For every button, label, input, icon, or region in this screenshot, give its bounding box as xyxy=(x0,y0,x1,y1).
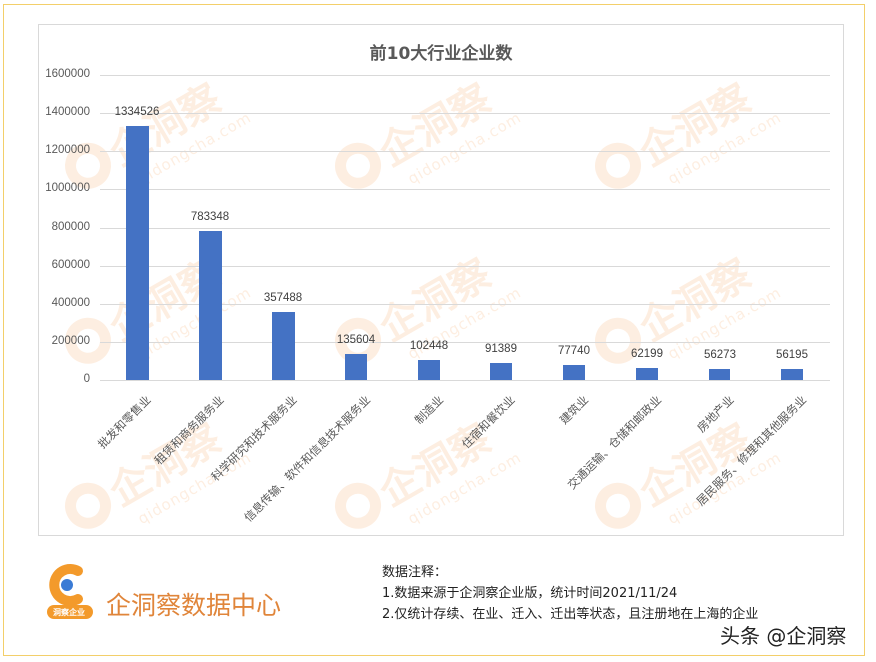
data-label: 357488 xyxy=(263,292,303,304)
data-label: 1334526 xyxy=(114,106,160,118)
y-tick-label: 1000000 xyxy=(45,182,90,194)
x-axis-line xyxy=(100,380,830,381)
note-line: 1.数据来源于企洞察企业版，统计时间2021/11/24 xyxy=(382,586,678,601)
data-label: 135604 xyxy=(336,334,376,346)
bar[interactable] xyxy=(272,312,295,380)
gridline xyxy=(100,342,830,343)
bar[interactable] xyxy=(709,369,730,380)
y-tick-label: 800000 xyxy=(51,221,90,233)
bar[interactable] xyxy=(781,369,803,380)
data-label: 102448 xyxy=(409,340,449,352)
data-label: 91389 xyxy=(485,343,517,355)
brand-logo-icon: 洞察企业 xyxy=(44,563,96,621)
bar[interactable] xyxy=(199,231,222,380)
data-label: 62199 xyxy=(631,348,663,360)
chart-title: 前10大行业企业数 xyxy=(369,44,513,64)
bar[interactable] xyxy=(345,354,367,380)
gridline xyxy=(100,304,830,305)
y-tick-label: 1200000 xyxy=(45,144,90,156)
y-tick-label: 600000 xyxy=(51,259,90,271)
data-label: 56195 xyxy=(776,349,808,361)
bar[interactable] xyxy=(563,365,585,380)
y-tick-label: 0 xyxy=(83,373,90,385)
gridline xyxy=(100,75,830,76)
data-label: 77740 xyxy=(558,345,590,357)
brand-name: 企洞察数据中心 xyxy=(106,591,282,620)
bar[interactable] xyxy=(490,363,512,380)
logo-badge-text: 洞察企业 xyxy=(53,608,85,617)
y-tick-label: 400000 xyxy=(51,297,90,309)
notes-title: 数据注释： xyxy=(382,565,448,580)
bar[interactable] xyxy=(418,360,440,380)
bar[interactable] xyxy=(126,126,149,380)
source-credit: 头条 @企洞察 xyxy=(720,624,847,648)
note-line: 2.仅统计存续、在业、迁入、迁出等状态，且注册地在上海的企业 xyxy=(382,607,759,622)
bar[interactable] xyxy=(636,368,658,380)
data-label: 783348 xyxy=(190,211,230,223)
y-tick-label: 200000 xyxy=(51,335,90,347)
y-tick-label: 1600000 xyxy=(45,68,90,80)
y-tick-label: 1400000 xyxy=(45,106,90,118)
gridline xyxy=(100,113,830,114)
gridline xyxy=(100,151,830,152)
data-label: 56273 xyxy=(704,349,736,361)
gridline xyxy=(100,266,830,267)
gridline xyxy=(100,228,830,229)
data-notes: 数据注释： 1.数据来源于企洞察企业版，统计时间2021/11/24 2.仅统计… xyxy=(382,562,758,625)
gridline xyxy=(100,189,830,190)
chart-area: 前10大行业企业数 xyxy=(38,24,844,536)
